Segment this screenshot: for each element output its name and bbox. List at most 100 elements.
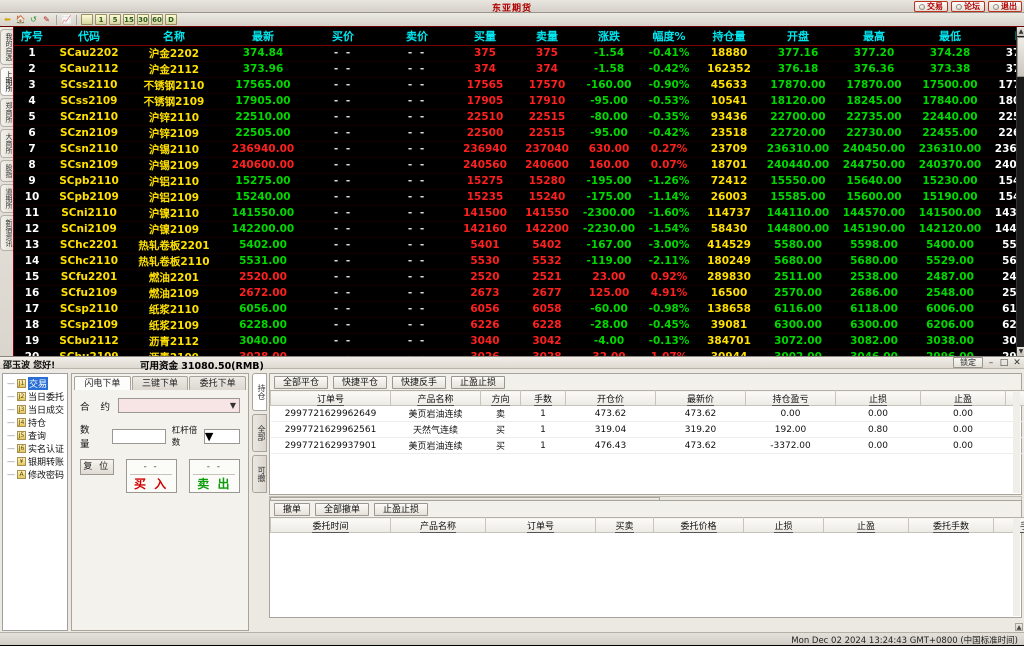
exchange-tab-5[interactable]: 道期所: [0, 184, 13, 213]
reset-button[interactable]: 复 位: [80, 459, 114, 475]
scroll-down-icon[interactable]: ▼: [1017, 347, 1024, 356]
trade-button[interactable]: 交易: [914, 1, 948, 12]
market-col-13[interactable]: 最低: [912, 27, 988, 45]
market-col-3[interactable]: 最新: [220, 27, 306, 45]
positions-button-0[interactable]: 全部平仓: [274, 376, 328, 389]
market-col-0[interactable]: 序号: [14, 27, 50, 45]
contract-select[interactable]: ▼: [118, 398, 240, 413]
period-button-5[interactable]: 5: [109, 14, 121, 25]
positions-col-1[interactable]: 产品名称: [391, 391, 481, 406]
market-col-5[interactable]: 卖价: [380, 27, 454, 45]
market-vertical-scrollbar[interactable]: ▲ ▼: [1016, 27, 1024, 356]
period-button-tick[interactable]: [81, 14, 93, 25]
market-col-6[interactable]: 买量: [454, 27, 516, 45]
market-col-11[interactable]: 开盘: [760, 27, 836, 45]
period-button-30[interactable]: 30: [137, 14, 149, 25]
period-button-60[interactable]: 60: [151, 14, 163, 25]
minimize-icon[interactable]: –: [986, 358, 996, 368]
market-col-1[interactable]: 代码: [50, 27, 128, 45]
exchange-tab-0[interactable]: 我的自选: [0, 29, 13, 65]
positions-col-6[interactable]: 持仓盈亏: [746, 391, 836, 406]
orders-button-1[interactable]: 全部撤单: [315, 503, 369, 516]
period-button-day[interactable]: D: [165, 14, 177, 25]
close-icon[interactable]: ✕: [1012, 358, 1022, 368]
sell-button[interactable]: - - 卖 出: [189, 459, 240, 493]
positions-col-8[interactable]: 止盈: [921, 391, 1006, 406]
exchange-tab-3[interactable]: 大商所: [0, 129, 13, 158]
positions-vertical-scrollbar[interactable]: [1013, 392, 1020, 493]
orders-col-7[interactable]: 委托手数: [909, 518, 994, 533]
orders-col-4[interactable]: 委托价格: [654, 518, 744, 533]
orders-col-0[interactable]: 委托时间: [271, 518, 391, 533]
positions-col-7[interactable]: 止损: [836, 391, 921, 406]
market-col-4[interactable]: 买价: [306, 27, 380, 45]
scrollbar-thumb[interactable]: [1017, 37, 1024, 77]
order-tab-1[interactable]: 三键下单: [132, 376, 189, 390]
period-button-15[interactable]: 15: [123, 14, 135, 25]
exchange-tab-2[interactable]: 郑商所: [0, 98, 13, 127]
trade-side-tab-1[interactable]: 全部: [252, 414, 267, 452]
exit-button[interactable]: 退出: [988, 1, 1022, 12]
positions-col-0[interactable]: 订单号: [271, 391, 391, 406]
positions-col-4[interactable]: 开仓价: [566, 391, 656, 406]
back-arrow-icon[interactable]: ⬅: [2, 14, 13, 25]
exchange-tab-6[interactable]: 新宿资讯: [0, 215, 13, 251]
order-tab-0[interactable]: 闪电下单: [74, 376, 131, 390]
positions-button-3[interactable]: 止盈止损: [451, 376, 505, 389]
quantity-input[interactable]: [112, 429, 165, 444]
positions-col-3[interactable]: 手数: [521, 391, 566, 406]
orders-col-2[interactable]: 订单号: [486, 518, 596, 533]
scroll-up-icon[interactable]: ▲: [1017, 27, 1024, 36]
paint-icon[interactable]: ✎: [41, 14, 52, 25]
positions-button-1[interactable]: 快捷平仓: [333, 376, 387, 389]
market-col-10[interactable]: 持仓量: [698, 27, 760, 45]
positions-col-5[interactable]: 最新价: [656, 391, 746, 406]
orders-vertical-scrollbar[interactable]: [1013, 519, 1020, 616]
positions-button-2[interactable]: 快捷反手: [392, 376, 446, 389]
trade-side-tab-0[interactable]: 持仓: [252, 373, 267, 411]
home-icon[interactable]: 🏠: [15, 14, 26, 25]
period-button-1[interactable]: 1: [95, 14, 107, 25]
trade-side-tab-2[interactable]: 可撤: [252, 455, 267, 493]
positions-col-2[interactable]: 方向: [481, 391, 521, 406]
market-col-9[interactable]: 幅度%: [640, 27, 698, 45]
orders-col-3[interactable]: 买卖: [596, 518, 654, 533]
refresh-icon[interactable]: ↺: [28, 14, 39, 25]
menu-item-6[interactable]: —¥银期转账: [5, 455, 65, 468]
orders-button-2[interactable]: 止盈止损: [374, 503, 428, 516]
market-col-8[interactable]: 涨跌: [578, 27, 640, 45]
market-col-14[interactable]: 昨收: [988, 27, 1016, 45]
market-col-7[interactable]: 卖量: [516, 27, 578, 45]
orders-col-5[interactable]: 止损: [744, 518, 824, 533]
order-tab-2[interactable]: 委托下单: [189, 376, 246, 390]
buy-button[interactable]: - - 买 入: [126, 459, 177, 493]
chart-icon[interactable]: 📈: [61, 14, 72, 25]
exchange-tab-4[interactable]: 股指: [0, 160, 13, 182]
market-col-12[interactable]: 最高: [836, 27, 912, 45]
orders-col-1[interactable]: 产品名称: [391, 518, 486, 533]
